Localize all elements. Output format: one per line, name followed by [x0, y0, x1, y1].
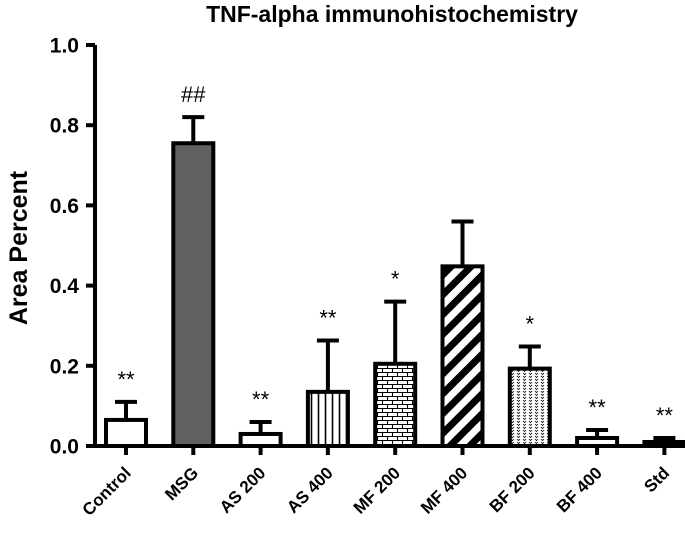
y-tick-label: 0.0	[50, 436, 79, 459]
error-bar-as-200	[249, 419, 272, 434]
error-bar-mf-200	[384, 299, 407, 364]
bar-as-400	[305, 389, 350, 448]
bar-bf-200	[507, 366, 552, 448]
significance-label: **	[117, 367, 135, 392]
significance-label: **	[252, 387, 270, 412]
chart-title: TNF-alpha immunohistochemistry	[206, 1, 578, 27]
bar-mf-200	[373, 361, 418, 449]
bars	[104, 141, 685, 449]
error-bar-bf-200	[518, 344, 541, 369]
x-axis-tick-labels: Control MSG AS 200 AS 400 MF 200 MF 400 BF 200…	[79, 446, 673, 520]
y-axis-label: Area Percent	[5, 170, 33, 325]
error-bars	[115, 115, 676, 442]
error-bar-control	[115, 399, 137, 420]
y-tick-label: 0.4	[50, 275, 80, 298]
significance-label: **	[589, 395, 607, 420]
x-tick-label: MSG	[161, 463, 202, 504]
x-tick-label: MF 400	[417, 463, 471, 517]
error-bar-std	[653, 435, 676, 442]
x-tick-label: AS 400	[283, 463, 337, 517]
x-tick-label: BF 200	[486, 463, 539, 516]
significance-label: **	[319, 306, 337, 331]
y-tick-label: 1.0	[50, 35, 79, 58]
y-axis-ticks: 0.0 0.2 0.4 0.6 0.8 1.0	[50, 35, 95, 459]
significance-label: ##	[181, 82, 206, 107]
error-bar-as-400	[316, 338, 339, 392]
x-tick-label: MF 200	[350, 463, 404, 517]
error-bar-bf-400	[586, 427, 609, 438]
significance-label: *	[391, 267, 400, 292]
error-bar-mf-400	[451, 219, 474, 267]
significance-annotations: **##******** **	[117, 82, 673, 428]
bar-control	[104, 417, 148, 448]
x-tick-label: AS 200	[216, 463, 270, 517]
significance-label: **	[656, 403, 674, 428]
bar-msg	[171, 141, 216, 448]
significance-label: *	[526, 312, 535, 337]
bar-mf-400	[440, 264, 485, 448]
x-tick-label: Std	[640, 463, 673, 496]
x-tick-label: Control	[79, 463, 135, 519]
x-tick-label: BF 400	[553, 463, 606, 516]
y-tick-label: 0.8	[50, 115, 80, 138]
y-tick-label: 0.2	[50, 355, 79, 378]
error-bar-msg	[182, 115, 205, 144]
y-tick-label: 0.6	[50, 195, 79, 218]
